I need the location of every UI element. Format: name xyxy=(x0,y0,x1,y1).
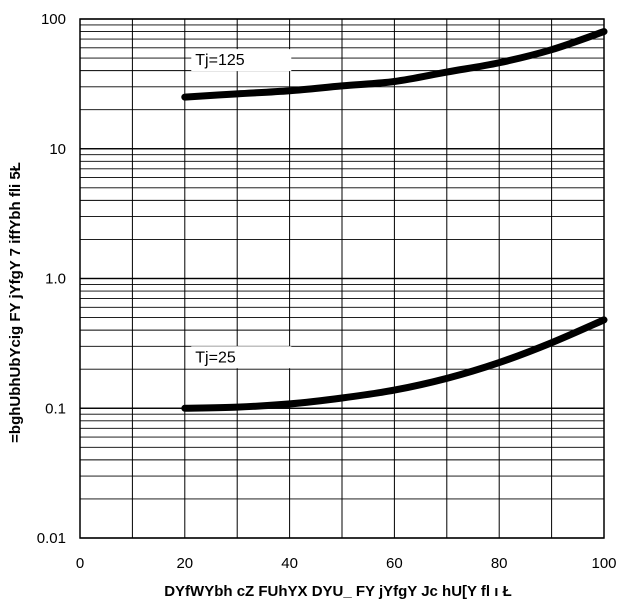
x-tick-label: 100 xyxy=(591,555,616,572)
series-line-tj125 xyxy=(181,28,608,101)
y-tick-label: 0.1 xyxy=(45,400,66,417)
y-tick-label: 100 xyxy=(41,11,66,28)
x-tick-label: 80 xyxy=(491,555,508,572)
y-tick-label: 0.01 xyxy=(37,530,66,547)
annotation-tj125-background xyxy=(191,49,292,72)
x-tick-label: 60 xyxy=(386,555,403,572)
annotation-tj25-label: Tj=25 xyxy=(195,349,236,366)
y-axis-title: =bghUbhUbYcig FY jYfgY 7 iffYbh fli 5Ł xyxy=(7,162,24,443)
plot-frame xyxy=(79,18,605,539)
plot-grid xyxy=(79,18,605,539)
annotation-tj25-background xyxy=(191,346,292,369)
annotation-tj125: Tj=125 xyxy=(191,49,292,72)
y-tick-label: 10 xyxy=(49,141,66,158)
annotation-tj25: Tj=25 xyxy=(191,346,292,369)
x-tick-label: 0 xyxy=(76,555,84,572)
x-tick-label: 40 xyxy=(281,555,298,572)
x-axis-title: DYfWYbh cZ FUhYX DYU_ FY jYfgY Jc hU[Y f… xyxy=(164,583,512,600)
series-line-tj25 xyxy=(181,316,608,412)
series-layer xyxy=(181,28,608,412)
tick-labels: 0 20 40 60 80 100 0.01 0.1 1.0 10 100 xyxy=(37,11,617,572)
y-tick-label: 1.0 xyxy=(45,271,66,288)
annotation-tj125-label: Tj=125 xyxy=(195,52,244,69)
x-tick-label: 20 xyxy=(176,555,193,572)
